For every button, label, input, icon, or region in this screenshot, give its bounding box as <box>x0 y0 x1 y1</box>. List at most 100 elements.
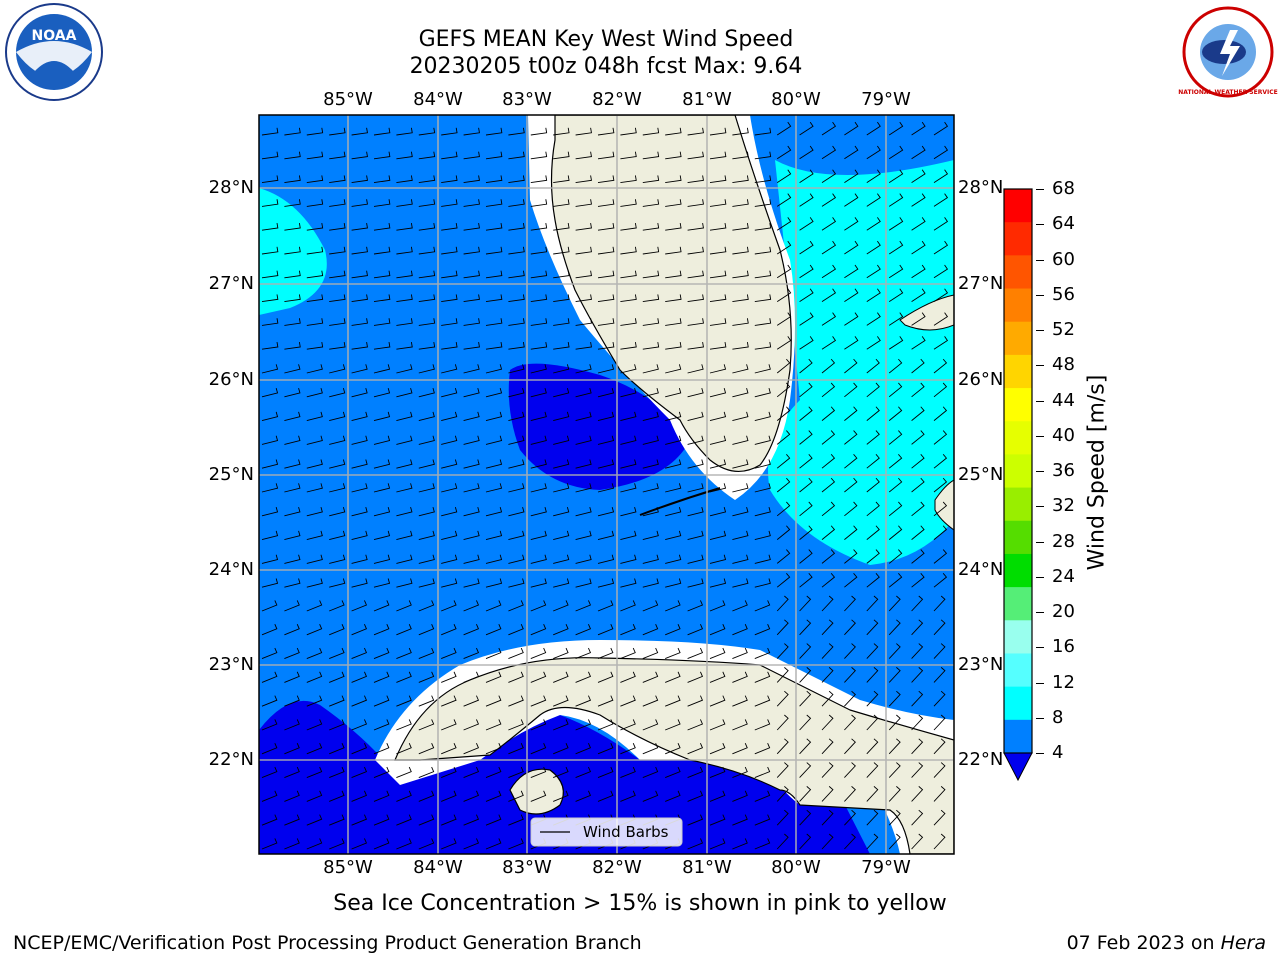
wind-barb <box>776 667 789 683</box>
wind-barb <box>373 530 391 541</box>
wind-barb <box>553 578 570 588</box>
wind-barb <box>306 530 323 541</box>
wind-barb <box>575 483 592 493</box>
wind-barb <box>575 506 592 517</box>
wind-barb <box>642 199 660 207</box>
lat-label-left: 22°N <box>208 749 254 770</box>
wind-barb <box>261 790 278 802</box>
wind-barb <box>888 121 904 136</box>
lat-label-left: 25°N <box>208 464 254 485</box>
wind-barb <box>709 127 727 136</box>
wind-barb <box>776 169 792 183</box>
wind-barb <box>732 719 748 731</box>
wind-barb <box>709 151 727 160</box>
wind-barb <box>732 743 748 755</box>
wind-barb <box>396 578 413 588</box>
wind-barb <box>373 435 391 445</box>
wind-barb <box>463 647 480 660</box>
wind-barb <box>261 838 278 850</box>
wind-barb <box>418 838 435 850</box>
wind-barb <box>463 790 480 802</box>
wind-barb <box>463 294 480 303</box>
wind-barb <box>620 600 636 612</box>
wind-barb <box>620 435 637 445</box>
wind-barb <box>821 738 834 755</box>
wind-barb <box>418 151 436 160</box>
wind-barb <box>597 578 615 588</box>
sea-ice-note: Sea Ice Concentration > 15% is shown in … <box>333 891 947 916</box>
wind-barb <box>821 690 834 707</box>
wind-barb <box>329 578 346 588</box>
wind-barb <box>754 624 771 636</box>
wind-barb <box>508 554 525 564</box>
wind-barb <box>530 600 547 612</box>
wind-barb <box>351 506 368 517</box>
wind-barb <box>329 459 346 469</box>
wind-barb <box>553 671 569 683</box>
wind-barb <box>821 358 836 374</box>
wind-barb <box>776 643 789 659</box>
wind-barb <box>642 578 659 588</box>
wind-barb <box>284 199 301 207</box>
wind-barb <box>575 671 592 683</box>
wind-barb <box>553 743 569 755</box>
wind-barb <box>530 506 547 517</box>
wind-barb <box>508 719 524 731</box>
wind-barb <box>508 222 525 231</box>
wind-barb <box>351 647 368 660</box>
wind-barb <box>687 530 704 541</box>
wind-barb <box>776 358 791 374</box>
wind-barb <box>284 671 300 683</box>
wind-barb <box>732 341 749 350</box>
wind-barb <box>329 483 346 493</box>
wind-barb <box>687 624 704 636</box>
wind-barb <box>933 714 946 731</box>
wind-barb <box>665 246 682 255</box>
wind-barb <box>463 600 480 612</box>
map-gridlines <box>259 115 954 854</box>
wind-barb <box>261 435 279 445</box>
wind-barb <box>933 145 949 160</box>
wind-barb <box>418 578 435 588</box>
wind-barb <box>911 336 926 350</box>
colorbar-label: Wind Speed [m/s] <box>1084 374 1110 571</box>
wind-barb <box>530 341 548 350</box>
wind-barb <box>306 318 324 326</box>
wind-barb <box>441 695 457 707</box>
wind-barb <box>709 294 727 303</box>
wind-barb <box>665 459 682 469</box>
wind-barb <box>799 573 813 588</box>
wind-barb <box>911 358 925 374</box>
wind-barb <box>597 387 615 398</box>
wind-barb <box>687 838 704 850</box>
wind-barb <box>732 695 748 707</box>
wind-barb <box>508 364 525 374</box>
wind-barb <box>732 246 749 255</box>
wind-barb <box>866 193 881 207</box>
wind-barb <box>597 624 614 636</box>
wind-barb <box>754 411 771 422</box>
wind-barb <box>911 595 924 612</box>
wind-barb <box>508 246 525 255</box>
wind-barb <box>351 695 368 707</box>
wind-barb <box>575 790 592 802</box>
wind-barb <box>418 411 435 422</box>
wind-barb <box>508 671 524 683</box>
wind-barb <box>866 454 880 469</box>
wind-barb <box>306 554 323 564</box>
wind-barb <box>844 358 858 374</box>
wind-barb <box>463 127 480 136</box>
wind-barb <box>665 318 682 326</box>
wind-barb <box>373 341 391 350</box>
wind-barb <box>575 459 592 469</box>
wind-barb <box>933 264 949 279</box>
wind-barb <box>620 719 636 731</box>
wind-barb <box>866 358 880 374</box>
wind-barb <box>799 312 814 326</box>
wind-barb <box>776 690 789 707</box>
wind-barb <box>306 624 323 636</box>
wind-barb <box>485 647 502 660</box>
wind-barb <box>665 578 682 588</box>
wind-barb <box>441 270 458 279</box>
wind-barb <box>933 430 948 445</box>
